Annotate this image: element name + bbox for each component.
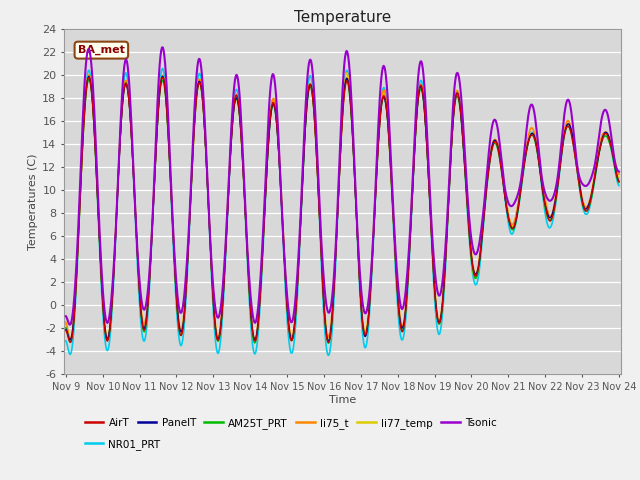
li77_temp <box>615 175 623 181</box>
AirT <box>412 138 419 144</box>
Line: PanelT: PanelT <box>66 76 619 341</box>
NR01_PRT <box>72 292 80 298</box>
AM25T_PRT <box>324 340 332 346</box>
Tsonic <box>159 45 166 50</box>
AM25T_PRT <box>412 139 419 144</box>
Line: AM25T_PRT: AM25T_PRT <box>66 80 619 343</box>
PanelT <box>186 214 193 219</box>
AM25T_PRT <box>428 228 435 233</box>
Tsonic <box>62 313 70 319</box>
Tsonic <box>412 125 419 131</box>
PanelT <box>72 284 80 290</box>
Line: AirT: AirT <box>66 77 619 343</box>
NR01_PRT <box>615 183 623 189</box>
Text: BA_met: BA_met <box>78 45 125 55</box>
li77_temp <box>129 154 136 159</box>
NR01_PRT <box>186 220 193 226</box>
X-axis label: Time: Time <box>329 395 356 405</box>
li75_t <box>215 332 223 338</box>
li77_temp <box>412 135 419 141</box>
AM25T_PRT <box>615 180 623 185</box>
li75_t <box>186 213 193 218</box>
li77_temp <box>343 70 351 76</box>
li77_temp <box>252 337 259 343</box>
Line: Tsonic: Tsonic <box>66 48 619 324</box>
NR01_PRT <box>324 352 332 358</box>
AirT <box>72 287 80 292</box>
li77_temp <box>185 228 193 234</box>
Line: li77_temp: li77_temp <box>66 73 619 340</box>
PanelT <box>129 156 136 162</box>
li77_temp <box>62 322 70 327</box>
li75_t <box>130 169 138 175</box>
PanelT <box>412 137 419 143</box>
AirT <box>615 179 623 185</box>
NR01_PRT <box>159 66 166 72</box>
NR01_PRT <box>215 349 223 355</box>
Legend: NR01_PRT: NR01_PRT <box>81 434 164 454</box>
li75_t <box>85 72 93 78</box>
PanelT <box>62 326 70 332</box>
AirT <box>324 340 332 346</box>
NR01_PRT <box>412 137 419 143</box>
li75_t <box>412 133 419 139</box>
Tsonic <box>428 216 435 222</box>
li75_t <box>252 337 259 343</box>
PanelT <box>324 338 332 344</box>
AirT <box>428 228 435 234</box>
li77_temp <box>72 285 80 290</box>
Tsonic <box>187 193 195 199</box>
AirT <box>215 336 223 341</box>
AM25T_PRT <box>72 288 80 293</box>
AM25T_PRT <box>62 325 70 331</box>
AirT <box>186 215 193 220</box>
Tsonic <box>66 322 74 327</box>
li77_temp <box>214 336 222 341</box>
PanelT <box>215 335 223 341</box>
li75_t <box>62 319 70 325</box>
NR01_PRT <box>62 338 70 344</box>
li75_t <box>72 281 80 287</box>
li75_t <box>428 226 435 232</box>
Tsonic <box>130 168 138 174</box>
AirT <box>85 74 93 80</box>
AM25T_PRT <box>130 174 138 180</box>
PanelT <box>428 226 435 231</box>
AM25T_PRT <box>215 337 223 343</box>
Tsonic <box>216 311 223 317</box>
NR01_PRT <box>129 156 136 162</box>
PanelT <box>615 178 623 184</box>
AM25T_PRT <box>85 77 93 83</box>
Title: Temperature: Temperature <box>294 10 391 25</box>
AM25T_PRT <box>186 216 193 221</box>
NR01_PRT <box>428 233 435 239</box>
Y-axis label: Temperatures (C): Temperatures (C) <box>28 153 38 250</box>
PanelT <box>159 73 166 79</box>
AirT <box>130 174 138 180</box>
Tsonic <box>73 258 81 264</box>
li77_temp <box>428 226 435 231</box>
Line: li75_t: li75_t <box>66 75 619 340</box>
li75_t <box>615 171 623 177</box>
Line: NR01_PRT: NR01_PRT <box>66 69 619 355</box>
AirT <box>62 328 70 334</box>
Tsonic <box>615 169 623 175</box>
